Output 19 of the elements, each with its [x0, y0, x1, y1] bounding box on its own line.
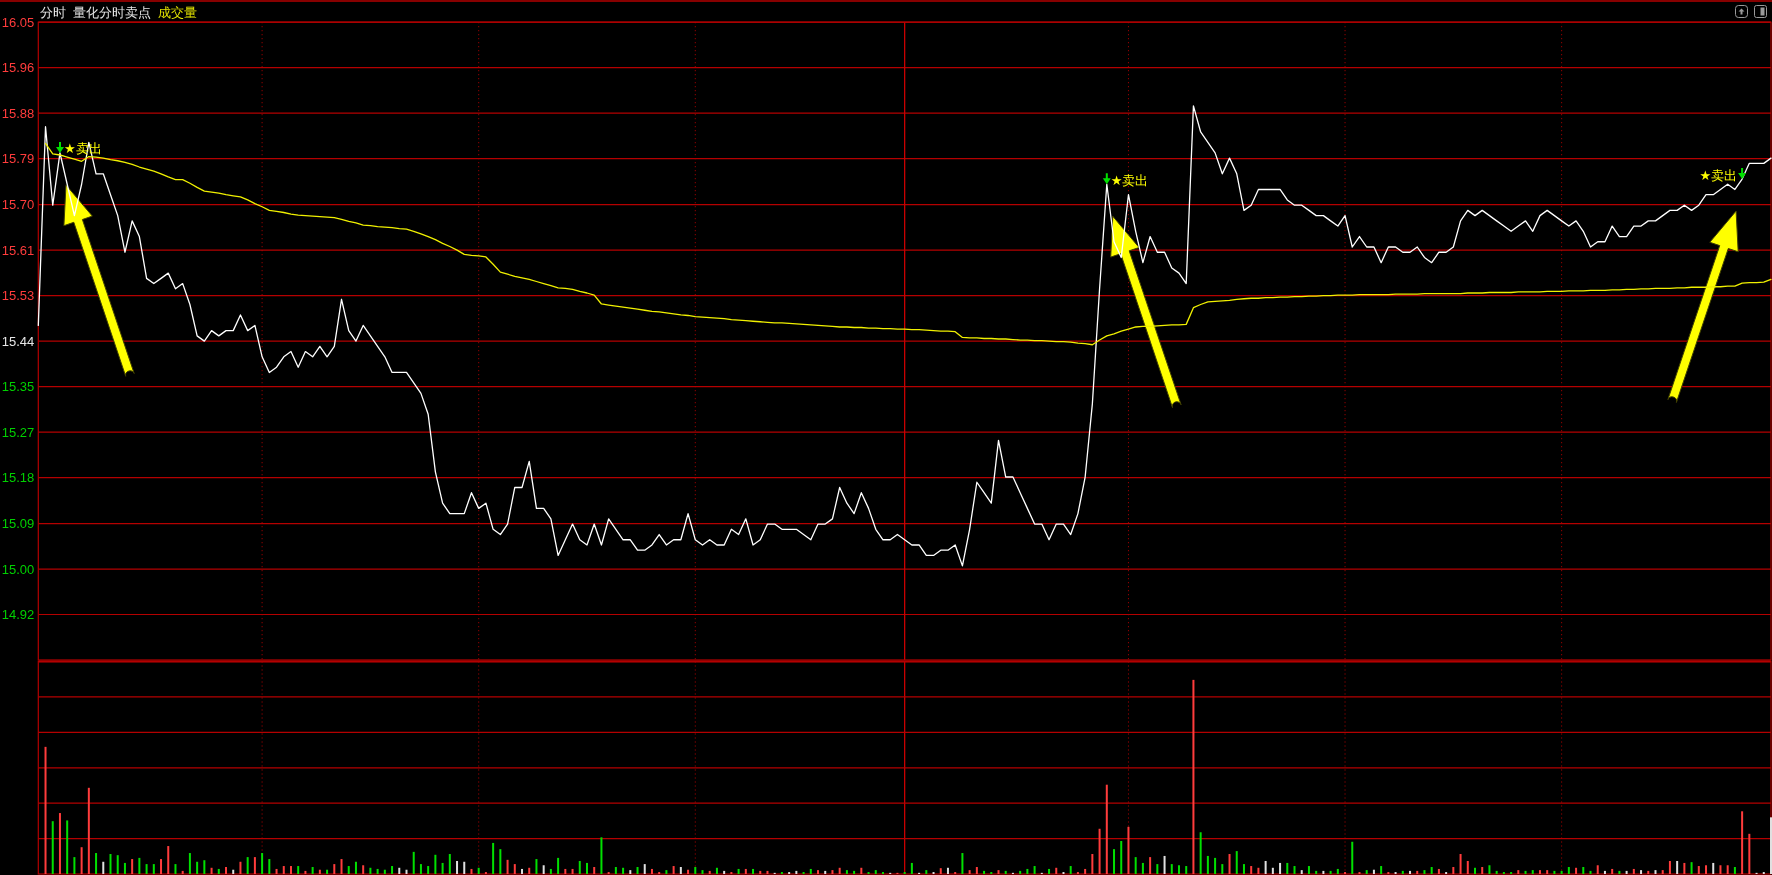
y-tick-label: 15.09 [1, 516, 35, 532]
text: 成交量 [158, 5, 197, 20]
y-tick-label: 15.18 [1, 470, 35, 486]
data-label: ★卖出 [1699, 167, 1738, 183]
y-tick-label: 15.44 [1, 333, 35, 349]
y-tick-label: 15.27 [1, 424, 35, 440]
y-tick-label: 15.53 [1, 288, 35, 304]
y-tick-label: 15.88 [1, 105, 35, 121]
chart-title: 分时 [40, 5, 66, 20]
y-tick-label: 16.05 [1, 14, 35, 30]
y-tick-label: 15.35 [1, 379, 35, 395]
y-tick-label: 15.70 [1, 197, 35, 213]
y-tick-label: 15.96 [1, 60, 35, 76]
y-tick-label: 14.92 [1, 607, 35, 623]
chart-subtitle: 量化分时卖点 [73, 5, 151, 20]
y-tick-label: 15.00 [1, 561, 35, 577]
y-tick-label: 15.61 [1, 242, 35, 258]
data-label: ★卖出 [1110, 172, 1149, 188]
y-tick-label: 15.79 [1, 151, 35, 167]
